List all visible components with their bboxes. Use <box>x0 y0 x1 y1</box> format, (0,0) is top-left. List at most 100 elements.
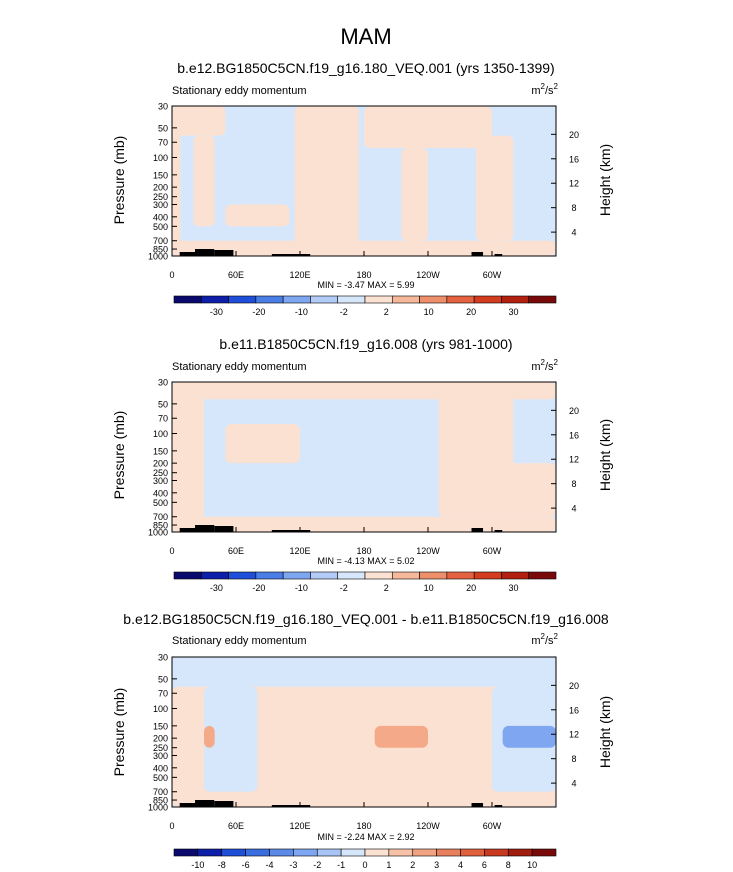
panel-1-xtick-label: 120E <box>289 270 310 280</box>
panel-2-ytick-label: 300 <box>153 476 168 486</box>
panel-3-ylabel: Pressure (mb) <box>111 688 127 777</box>
panel-2-colorbar-label: 30 <box>509 583 519 593</box>
panel-3-ytick-label: 50 <box>158 674 168 684</box>
panel-1-y2tick-label: 16 <box>569 154 579 164</box>
panel-1-contour-region <box>294 106 359 256</box>
panel-1-colorbar-label: 20 <box>466 307 476 317</box>
panel-2-ytick-label: 70 <box>158 414 168 424</box>
panel-1-ytick-label: 400 <box>153 212 168 222</box>
panel-3-xtick-label: 60E <box>228 821 244 831</box>
panel-3-ytick-label: 200 <box>153 734 168 744</box>
panel-3-y2tick-label: 12 <box>569 730 579 740</box>
panel-2-y2tick-label: 12 <box>569 455 579 465</box>
panel-1-colorbar-box <box>337 295 366 304</box>
panel-3-y2tick-label: 16 <box>569 705 579 715</box>
panel-3-ytick-label: 500 <box>153 773 168 783</box>
panel-3-colorbar-label: 2 <box>410 860 415 870</box>
panel-3-colorbar-box <box>340 848 366 857</box>
panel-3-ytick-label: 1000 <box>148 803 168 813</box>
panel-2-colorbar-box <box>391 571 420 580</box>
panel-1-colorbar-label: 2 <box>384 307 389 317</box>
panel-3-colorbar-box <box>173 848 199 857</box>
panel-1-contour-region <box>401 147 428 241</box>
panel-2-colorbar-label: -2 <box>340 583 348 593</box>
panel-2-topography <box>471 528 484 532</box>
panel-1-xtick-label: 120W <box>416 270 440 280</box>
panel-2-colorbar-box <box>200 571 229 580</box>
panel-2-xtick-label: 120E <box>289 546 310 556</box>
panel-2-colorbar-box <box>419 571 448 580</box>
panel-3-colorbar-label: 1 <box>386 860 391 870</box>
panel-3-left-string: Stationary eddy momentum <box>172 635 307 647</box>
panel-2-topography <box>494 530 503 532</box>
panel-1-xtick-label: 60E <box>228 270 244 280</box>
panel-3-colorbar-box <box>412 848 437 857</box>
panel-2-colorbar-box <box>501 571 530 580</box>
panel-1-colorbar-box <box>501 295 530 304</box>
panel-2-y2tick-label: 8 <box>571 479 576 489</box>
panel-1-topography <box>494 254 503 256</box>
panel-2-colorbar-box <box>310 571 339 580</box>
panel-1-ytick-label: 500 <box>153 222 168 232</box>
panel-2-y2tick-label: 16 <box>569 430 579 440</box>
panel-1-ytick-label: 100 <box>153 153 168 163</box>
panel-3-colorbar-label: 4 <box>458 860 463 870</box>
panel-1-contour-region <box>225 204 290 227</box>
panel-1-ytick-label: 850 <box>153 245 168 255</box>
panel-2-y2tick-label: 20 <box>569 406 579 416</box>
panel-3-ytick-label: 150 <box>153 721 168 731</box>
panel-1-y2tick-label: 4 <box>571 228 576 238</box>
panel-1-y2tick-label: 8 <box>571 203 576 213</box>
panel-3-ytick-label: 850 <box>153 796 168 806</box>
panel-1-colorbar-label: -30 <box>210 307 223 317</box>
panel-3-contour-region <box>172 686 556 807</box>
panel-1-contour-region <box>172 106 226 136</box>
panel-3-colorbar-label: -6 <box>242 860 250 870</box>
panel-2-topography <box>195 525 215 532</box>
panel-1-colorbar-box <box>364 295 393 304</box>
panel-2-colorbar-box <box>473 571 502 580</box>
panel-3-colorbar-label: 0 <box>362 860 367 870</box>
panel-1-colorbar-box <box>528 295 557 304</box>
panel-1-ytick-label: 50 <box>158 123 168 133</box>
panel-2-xtick-label: 180 <box>356 546 371 556</box>
panel-1-y2tick-label: 12 <box>569 179 579 189</box>
panel-1-topography <box>195 249 215 256</box>
panel-3-xtick-label: 60W <box>483 821 502 831</box>
panel-1-y2tick-label: 20 <box>569 130 579 140</box>
panel-1-xtick-label: 0 <box>169 270 174 280</box>
panel-1-colorbar-box <box>228 295 257 304</box>
panel-3-topography <box>214 801 234 807</box>
panel-1-units: m2/s2 <box>531 82 558 97</box>
panel-3-colorbar-label: -10 <box>191 860 204 870</box>
panel-2-colorbar-box <box>528 571 557 580</box>
panel-3-ytick-label: 250 <box>153 743 168 753</box>
panel-2-contour-region <box>492 463 556 517</box>
panel-1-topography <box>471 252 484 256</box>
panel-3-units: m2/s2 <box>531 632 558 647</box>
panel-2-ytick-label: 200 <box>153 459 168 469</box>
panel-3-topography <box>195 800 215 807</box>
panel-2: b.e11.B1850C5CN.f19_g16.008 (yrs 981-100… <box>111 336 613 593</box>
panel-1-ylabel: Pressure (mb) <box>111 136 127 225</box>
panel-2-colorbar-label: -30 <box>210 583 223 593</box>
panel-3-xtick-label: 120W <box>416 821 440 831</box>
panel-2-ytick-label: 150 <box>153 446 168 456</box>
panel-1-colorbar-box <box>200 295 229 304</box>
panel-2-contour-region <box>364 450 428 473</box>
panel-2-colorbar-label: -10 <box>295 583 308 593</box>
panel-3-colorbar-box <box>245 848 270 857</box>
panel-1-colorbar-box <box>255 295 284 304</box>
panel-3-colorbar-label: -4 <box>265 860 273 870</box>
panel-3-ytick-label: 400 <box>153 763 168 773</box>
panel-2-ytick-label: 50 <box>158 399 168 409</box>
panel-1-ytick-label: 150 <box>153 170 168 180</box>
panel-3-colorbar-box <box>460 848 485 857</box>
panel-2-ytick-label: 100 <box>153 429 168 439</box>
panel-3-contour-region <box>204 686 258 792</box>
panel-1-colorbar-box <box>282 295 311 304</box>
panel-1-colorbar-label: -10 <box>295 307 308 317</box>
panel-3-colorbar-box <box>531 848 557 857</box>
panel-2-min-max: MIN = -4.13 MAX = 5.02 <box>317 556 414 566</box>
panel-3-colorbar-box <box>484 848 509 857</box>
